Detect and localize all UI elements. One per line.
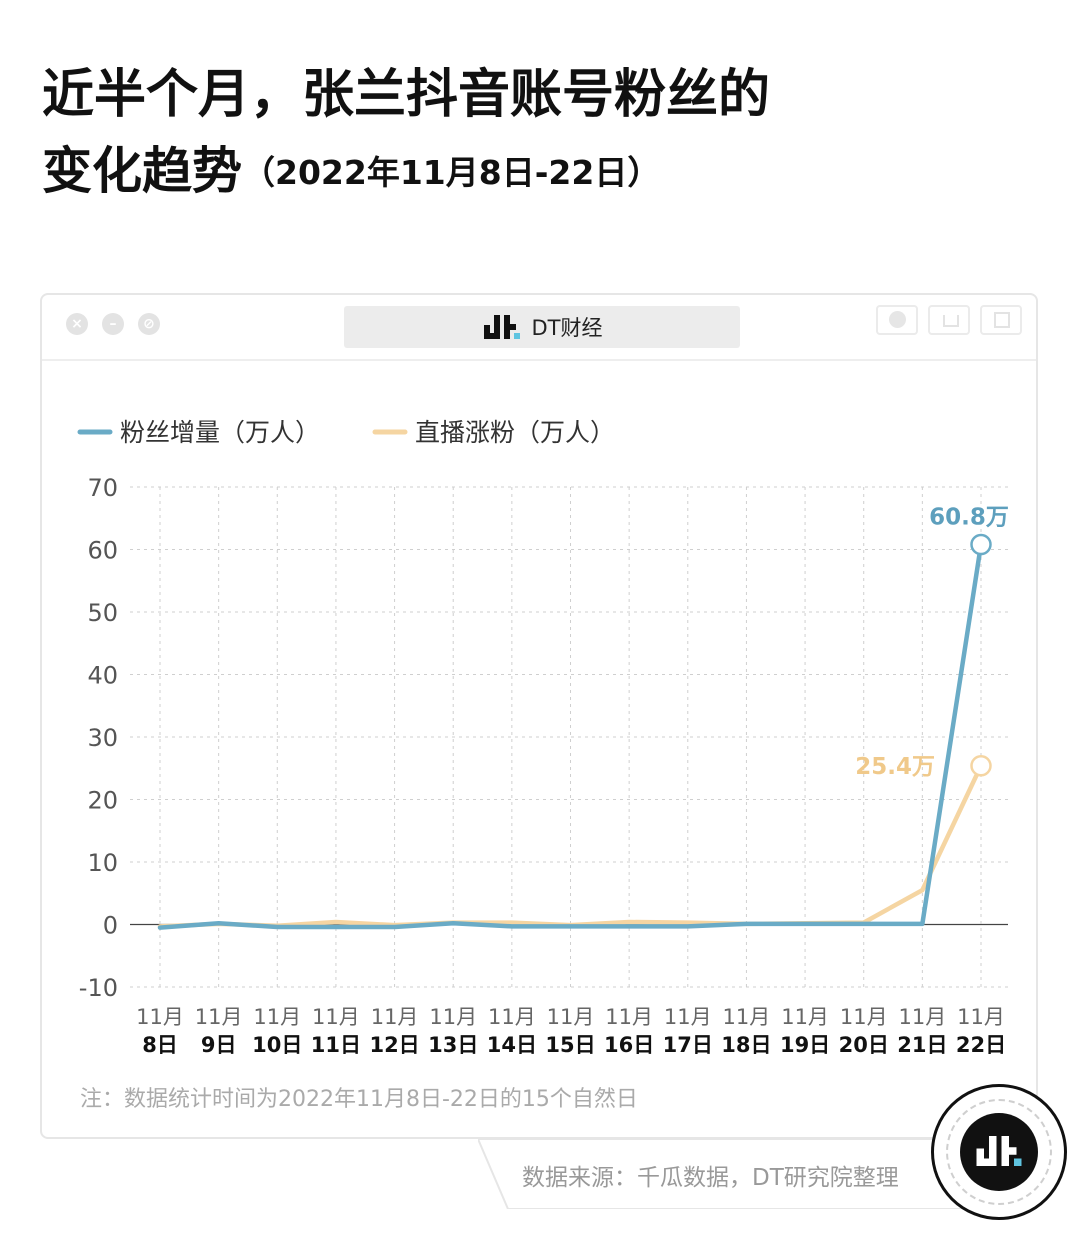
x-tick-label: 11日: [311, 1033, 361, 1057]
x-tick-month: 11月: [898, 1005, 946, 1029]
end-point-marker: [970, 755, 992, 777]
x-tick-month: 11月: [957, 1005, 1005, 1029]
data-source: 数据来源：千瓜数据，DT研究院整理: [522, 1165, 899, 1191]
x-tick-label: 16日: [604, 1033, 654, 1057]
x-tick-month: 11月: [840, 1005, 888, 1029]
y-tick-label: 70: [87, 474, 118, 502]
legend-label: 粉丝增量（万人）: [120, 418, 320, 447]
copy-icon[interactable]: [980, 305, 1022, 335]
page-title-line1: 近半个月，张兰抖音账号粉丝的: [42, 65, 771, 125]
x-tick-label: 10日: [252, 1033, 302, 1057]
x-tick-month: 11月: [664, 1005, 712, 1029]
y-tick-label: -10: [79, 974, 118, 1002]
x-tick-month: 11月: [312, 1005, 360, 1029]
brand-name: DT财经: [531, 316, 603, 340]
x-tick-label: 14日: [487, 1033, 537, 1057]
footnote: 注：数据统计时间为2022年11月8日-22日的15个自然日: [80, 1087, 638, 1112]
x-tick-label: 21日: [897, 1033, 947, 1057]
x-tick-label: 17日: [663, 1033, 713, 1057]
close-icon[interactable]: ×: [66, 313, 88, 335]
x-tick-label: 15日: [545, 1033, 595, 1057]
address-bar[interactable]: DT财经: [344, 306, 740, 348]
record-icon[interactable]: [876, 305, 918, 335]
x-tick-label: 8日: [142, 1033, 178, 1057]
dt-logo-icon: [483, 315, 520, 339]
x-tick-label: 19日: [780, 1033, 830, 1057]
end-point-marker: [970, 533, 992, 556]
window-titlebar: × – ⊘ DT财经: [42, 295, 1036, 361]
y-tick-label: 60: [87, 537, 118, 565]
badge-ring: [946, 1099, 1052, 1205]
end-value-label: 25.4万: [855, 754, 935, 780]
y-tick-label: 10: [87, 849, 118, 877]
x-tick-label: 18日: [721, 1033, 771, 1057]
x-tick-label: 13日: [428, 1033, 478, 1057]
x-tick-label: 22日: [956, 1033, 1006, 1057]
source-tab-shape: [478, 1139, 978, 1209]
x-tick-month: 11月: [547, 1005, 595, 1029]
brand-badge: [931, 1084, 1067, 1220]
x-tick-month: 11月: [371, 1005, 419, 1029]
x-tick-label: 20日: [839, 1033, 889, 1057]
x-tick-label: 12日: [369, 1033, 419, 1057]
title-main: 变化趋势: [42, 142, 242, 200]
x-tick-month: 11月: [723, 1005, 771, 1029]
x-tick-month: 11月: [488, 1005, 536, 1029]
y-tick-label: 30: [87, 724, 118, 752]
x-tick-label: 9日: [201, 1033, 237, 1057]
forbid-icon[interactable]: ⊘: [138, 313, 160, 335]
x-tick-month: 11月: [605, 1005, 653, 1029]
y-tick-label: 50: [87, 599, 118, 627]
share-icon[interactable]: [928, 305, 970, 335]
y-tick-label: 20: [87, 787, 118, 815]
x-tick-month: 11月: [781, 1005, 829, 1029]
y-tick-label: 40: [87, 662, 118, 690]
x-tick-month: 11月: [195, 1005, 243, 1029]
page-title-line2: 变化趋势（2022年11月8日-22日）: [42, 138, 660, 206]
title-date-range: （2022年11月8日-22日）: [242, 153, 661, 192]
browser-window: × – ⊘ DT财经: [40, 293, 1038, 1139]
x-tick-month: 11月: [136, 1005, 184, 1029]
legend-label: 直播涨粉（万人）: [415, 418, 615, 447]
end-value-label: 60.8万: [929, 505, 1009, 531]
dt-logo-icon: [960, 1113, 1038, 1191]
y-tick-label: 0: [103, 912, 118, 940]
x-tick-month: 11月: [429, 1005, 477, 1029]
minimize-icon[interactable]: –: [102, 313, 124, 335]
x-tick-month: 11月: [253, 1005, 301, 1029]
